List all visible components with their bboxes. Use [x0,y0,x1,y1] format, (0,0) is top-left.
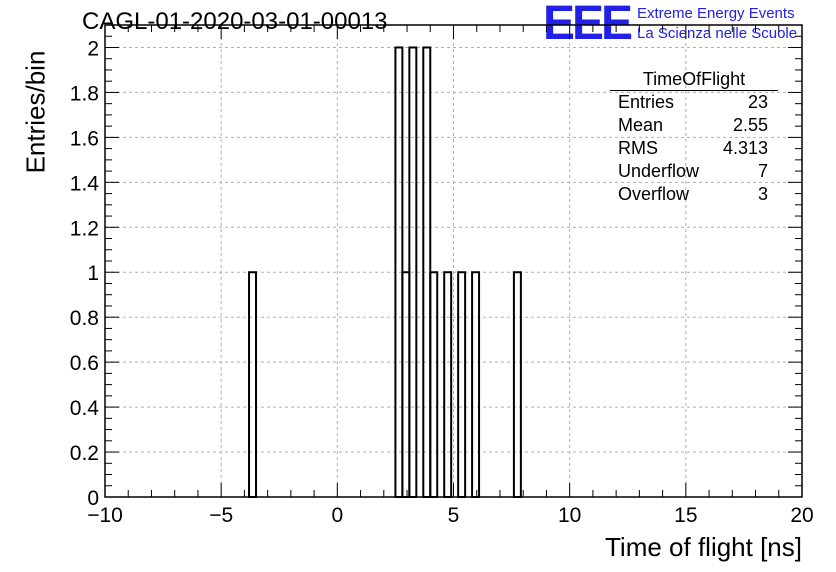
y-tick-label: 1.4 [70,172,100,195]
histogram-bar [512,271,522,498]
histogram-bar [429,271,439,498]
y-tick-label: 0.2 [70,442,99,465]
org-line-1: Extreme Energy Events [637,5,795,22]
y-tick-label: 0 [87,487,99,510]
grid-lines [105,25,802,497]
stats-title: TimeOfFlight [610,68,778,91]
y-tick-label: 0.8 [70,307,99,330]
stats-row-entries: Entries 23 [610,91,778,114]
stats-label: Overflow [618,184,690,204]
histogram-bar [443,271,453,498]
x-tick-label: −5 [209,504,233,527]
x-axis-label: Time of flight [ns] [605,532,802,562]
org-line-2: La Scienza nelle Scuole [637,25,798,42]
stats-label: Underflow [618,161,700,181]
y-tick-label: 1 [87,262,99,285]
stats-label: RMS [618,138,658,158]
x-tick-label: 20 [790,504,813,527]
y-tick-label: 2 [87,37,99,60]
y-tick-label: 1.2 [70,217,99,240]
stats-value: 7 [757,161,768,181]
histogram-bar [457,271,467,498]
histogram-bar [471,271,481,498]
stats-label: Entries [618,92,675,112]
stats-row-mean: Mean 2.55 [610,114,778,137]
stats-row-underflow: Underflow 7 [610,160,778,183]
x-tick-label: 15 [674,504,697,527]
stats-value: 2.55 [732,115,768,135]
stats-row-overflow: Overflow 3 [610,183,778,206]
y-tick-label: 1.6 [70,127,99,150]
y-tick-label: 0.6 [70,352,99,375]
y-axis-label: Entries/bin [20,50,51,174]
histogram-bars [248,46,522,498]
x-tick-label: 10 [558,504,581,527]
y-tick-label: 1.8 [70,82,99,105]
organization-name: Extreme Energy Events La Scienza nelle S… [637,4,797,44]
stats-label: Mean [618,115,664,135]
stats-box: TimeOfFlight Entries 23 Mean 2.55 RMS 4.… [610,68,778,206]
histogram-bar [401,271,411,498]
stats-value: 3 [757,184,768,204]
tick-labels: −10 −5 0 5 10 15 20 0 0.2 0.4 0.6 0.8 1 1.2 1.4 1.6 1.8 2 [70,37,814,527]
stats-row-rms: RMS 4.313 [610,137,778,160]
chart-title: CAGL-01-2020-03-01-00013 [82,8,388,35]
x-tick-label: 5 [448,504,460,527]
axes [104,24,803,498]
histogram-bar [248,271,258,498]
x-tick-label: −10 [87,504,123,527]
y-tick-label: 0.4 [70,397,100,420]
stats-value: 23 [747,92,768,112]
x-tick-label: 0 [331,504,343,527]
stats-value: 4.313 [722,138,768,158]
